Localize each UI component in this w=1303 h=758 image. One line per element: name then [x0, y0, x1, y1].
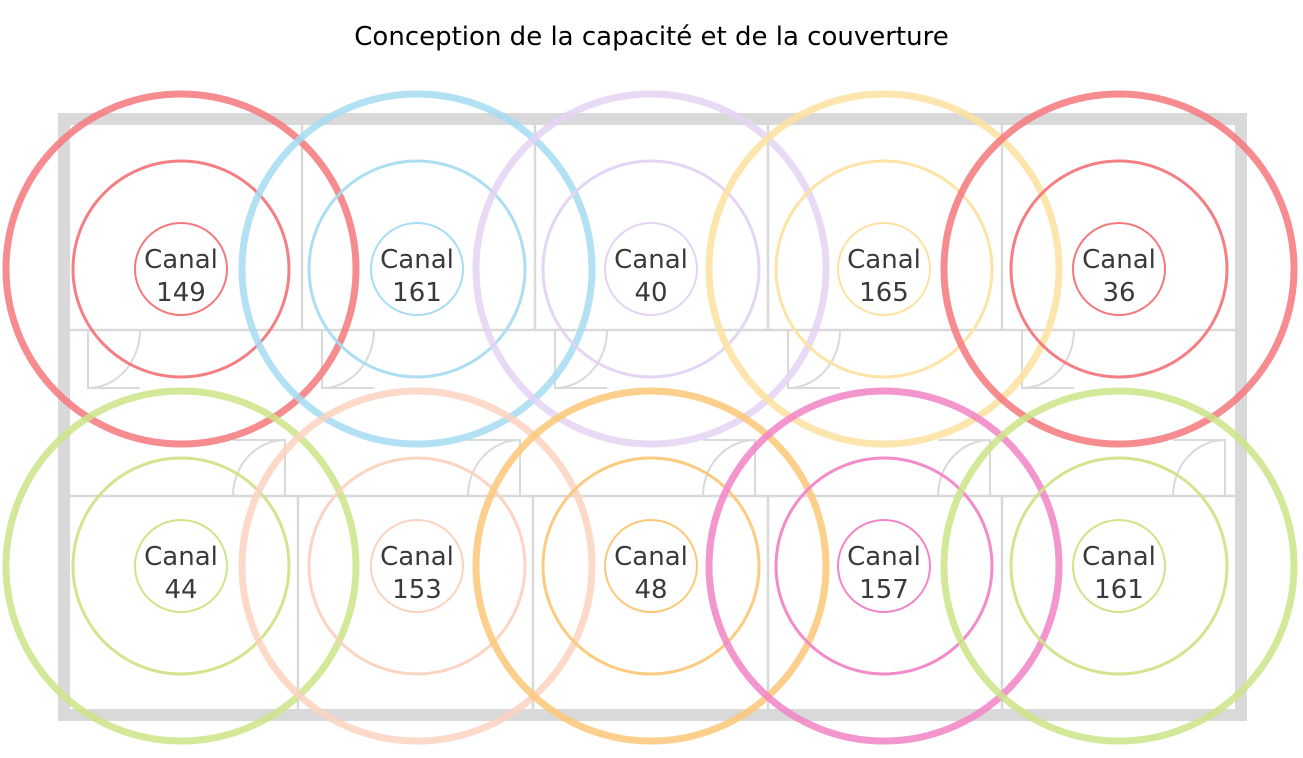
channel-label: Canal: [380, 542, 454, 572]
door-icon: [321, 329, 375, 389]
channel-number: 157: [859, 575, 909, 605]
coverage-ring-outer: [238, 387, 596, 745]
channel-label: Canal: [847, 245, 921, 275]
channel-number: 165: [859, 278, 909, 308]
channel-number: 44: [164, 575, 197, 605]
coverage-ring-outer: [2, 90, 360, 448]
coverage-ring-middle: [307, 456, 527, 676]
door-icon: [937, 439, 991, 497]
coverage-ring-outer: [940, 387, 1298, 745]
channel-label: Canal: [614, 245, 688, 275]
channel-number: 40: [634, 278, 667, 308]
coverage-ring-middle: [774, 159, 994, 379]
channel-number: 48: [634, 575, 667, 605]
door-icon: [1172, 439, 1226, 497]
coverage-ring-middle: [1009, 159, 1229, 379]
coverage-ring-inner: [1072, 222, 1166, 316]
coverage-ring-outer: [238, 90, 596, 448]
coverage-ring-middle: [71, 159, 291, 379]
door-icon: [1021, 329, 1075, 389]
channel-label: Canal: [1082, 245, 1156, 275]
channel-number: 161: [392, 278, 442, 308]
channel-label: Canal: [380, 245, 454, 275]
access-points: Canal149Canal161Canal40Canal165Canal36Ca…: [2, 90, 1298, 745]
coverage-ring-inner: [134, 519, 228, 613]
channel-label: Canal: [1082, 542, 1156, 572]
coverage-ring-middle: [71, 456, 291, 676]
coverage-ring-inner: [1072, 519, 1166, 613]
coverage-ring-outer: [705, 387, 1063, 745]
coverage-ring-inner: [370, 519, 464, 613]
door-icon: [467, 439, 521, 497]
channel-label: Canal: [847, 542, 921, 572]
channel-number: 149: [156, 278, 206, 308]
door-icon: [554, 329, 608, 389]
channel-label: Canal: [144, 542, 218, 572]
door-icon: [232, 439, 286, 497]
channel-label: Canal: [144, 245, 218, 275]
door-icon: [87, 329, 141, 389]
doors: [87, 329, 1226, 497]
coverage-ring-middle: [774, 456, 994, 676]
channel-number: 161: [1094, 575, 1144, 605]
outer-wall: [58, 113, 1247, 721]
coverage-ring-middle: [541, 456, 761, 676]
coverage-ring-middle: [307, 159, 527, 379]
door-icon: [702, 439, 756, 497]
channel-label: Canal: [614, 542, 688, 572]
coverage-ring-inner: [604, 519, 698, 613]
coverage-ring-outer: [2, 387, 360, 745]
coverage-ring-inner: [370, 222, 464, 316]
coverage-ring-outer: [705, 90, 1063, 448]
coverage-ring-outer: [940, 90, 1298, 448]
channel-number: 36: [1102, 278, 1135, 308]
coverage-ring-inner: [604, 222, 698, 316]
coverage-ring-inner: [837, 222, 931, 316]
diagram-title: Conception de la capacité et de la couve…: [354, 22, 949, 52]
coverage-ring-inner: [134, 222, 228, 316]
coverage-ring-outer: [472, 90, 830, 448]
channel-number: 153: [392, 575, 442, 605]
coverage-ring-middle: [541, 159, 761, 379]
coverage-ring-inner: [837, 519, 931, 613]
coverage-ring-middle: [1009, 456, 1229, 676]
walls: [58, 113, 1247, 721]
coverage-ring-outer: [472, 387, 830, 745]
door-icon: [787, 329, 841, 389]
